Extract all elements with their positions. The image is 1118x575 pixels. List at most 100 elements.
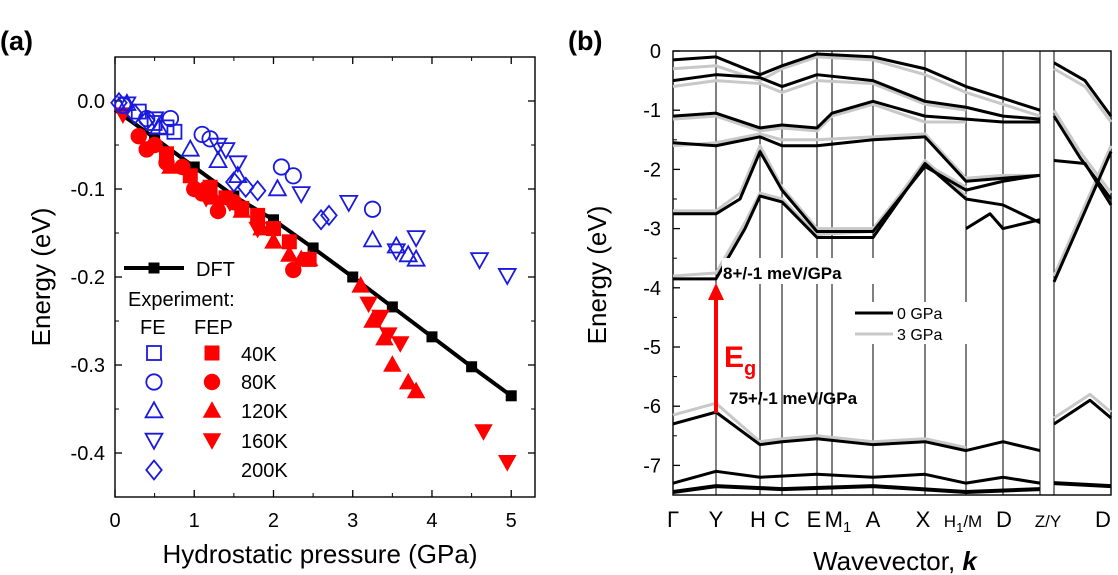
panel-a: 0 1 2 3 4 5 0.0 -0.1 -0.2 -0.3 -0.4 DFT Experiment… bbox=[26, 56, 536, 569]
fe-point-80K bbox=[363, 200, 382, 218]
fe-point-120K bbox=[208, 150, 228, 169]
dft-point bbox=[426, 331, 438, 343]
fep-point-160K bbox=[248, 221, 267, 239]
x-tick-label: 3 bbox=[347, 510, 358, 532]
kpath-label: D bbox=[1095, 507, 1111, 532]
fe-point-120K bbox=[180, 138, 201, 157]
x-tick-label: 2 bbox=[268, 510, 279, 532]
y-tick-label: -1 bbox=[643, 100, 661, 122]
x-tick-label: 1 bbox=[189, 510, 200, 532]
fe-point-160K bbox=[116, 96, 137, 115]
fe-point-80K bbox=[284, 167, 302, 185]
band-gap-symbol: E bbox=[724, 341, 744, 374]
band-0gpa bbox=[673, 161, 1041, 281]
legend-experiment-label: Experiment: bbox=[128, 289, 235, 311]
fep-point-120K bbox=[351, 276, 370, 293]
panel-b-label: (b) bbox=[568, 26, 602, 56]
fe-point-200K bbox=[320, 204, 338, 227]
band-3gpa bbox=[672, 401, 967, 450]
band-3gpa bbox=[672, 102, 966, 133]
band-0gpa bbox=[672, 484, 1041, 495]
fep-point-160K bbox=[196, 191, 216, 208]
annotation-background bbox=[722, 258, 892, 284]
fe-point-200K bbox=[312, 208, 330, 231]
kpath-label: C bbox=[774, 507, 790, 532]
fe-point-200K bbox=[125, 103, 144, 126]
fep-point-80K bbox=[209, 202, 227, 220]
fe-point-200K bbox=[225, 171, 243, 193]
legend-fep-marker bbox=[202, 401, 222, 418]
fe-point-160K bbox=[386, 243, 407, 262]
band-0gpa bbox=[1053, 159, 1113, 206]
legend-fe-marker bbox=[145, 373, 163, 391]
x-tick-label: 4 bbox=[426, 510, 437, 532]
legend-label-3gpa: 3 GPa bbox=[897, 327, 942, 344]
fep-point-120K bbox=[363, 311, 382, 328]
fe-point-120K bbox=[398, 244, 419, 263]
kpath-label: Y bbox=[709, 507, 724, 532]
fep-point-160K bbox=[359, 296, 378, 314]
x-tick-label: 0 bbox=[109, 510, 120, 532]
band-gap-arrow-head bbox=[708, 283, 724, 300]
legend-fep-label: FEP bbox=[194, 317, 233, 339]
band-0gpa bbox=[672, 410, 1041, 453]
y-tick-label: -3 bbox=[643, 219, 661, 241]
band-3gpa bbox=[672, 132, 1040, 180]
kpath-label: E bbox=[807, 507, 822, 532]
kpath-label: H bbox=[750, 507, 766, 532]
fe-point-120K bbox=[406, 248, 427, 267]
y-tick-label: -0.3 bbox=[71, 355, 105, 377]
fep-point-120K bbox=[383, 355, 402, 372]
fe-point-80K bbox=[161, 110, 180, 128]
dft-point bbox=[505, 390, 517, 402]
fep-point-120K bbox=[280, 245, 299, 262]
band-0gpa bbox=[1053, 61, 1113, 118]
legend-fe-marker bbox=[144, 400, 164, 419]
kpath-label-subscript: 1 bbox=[956, 520, 963, 535]
panel-a-ylabel: Energy (eV) bbox=[26, 208, 56, 347]
band-3gpa bbox=[1052, 109, 1113, 194]
fep-point-120K bbox=[299, 249, 319, 267]
band-0gpa bbox=[672, 99, 1040, 130]
legend-temp-40k: 40K bbox=[241, 344, 277, 366]
legend-dft-label: DFT bbox=[196, 259, 235, 281]
legend-fep-marker bbox=[204, 345, 220, 361]
fep-point-120K bbox=[398, 372, 418, 390]
legend-fe-marker bbox=[144, 432, 164, 451]
band-gap-label: Eg bbox=[724, 341, 756, 380]
vb-rate-annotation: 75+/-1 meV/GPa bbox=[729, 389, 858, 408]
kpath-label: X bbox=[916, 507, 931, 532]
kpath-label: A bbox=[866, 507, 881, 532]
panel-b-xlabel-text: Wavevector, bbox=[813, 546, 962, 575]
fep-point-160K bbox=[391, 336, 410, 353]
legend-dft-marker bbox=[148, 262, 160, 274]
dft-point bbox=[386, 301, 398, 313]
fe-point-160K bbox=[406, 230, 427, 248]
fe-point-200K bbox=[137, 109, 156, 132]
x-tick-label: 5 bbox=[506, 510, 517, 532]
fe-point-120K bbox=[267, 178, 288, 197]
y-tick-label: -0.2 bbox=[71, 267, 105, 289]
fep-point-160K bbox=[498, 455, 517, 472]
band-3gpa bbox=[1052, 145, 1113, 277]
band-0gpa bbox=[672, 469, 1041, 485]
kpath-label: Γ bbox=[667, 507, 679, 532]
y-tick-label: -6 bbox=[643, 396, 661, 418]
band-0gpa bbox=[965, 212, 1041, 231]
fep-point-120K bbox=[161, 157, 180, 174]
band-0gpa bbox=[672, 52, 1041, 112]
band-0gpa bbox=[1053, 398, 1112, 426]
cb-rate-annotation: 8+/-1 meV/GPa bbox=[723, 264, 842, 283]
fe-point-160K bbox=[208, 137, 228, 156]
fep-point-160K bbox=[220, 195, 240, 212]
y-tick-label: 0.0 bbox=[77, 91, 105, 113]
fe-point-200K bbox=[248, 179, 267, 202]
fep-point-120K bbox=[406, 381, 426, 399]
panel-b: 0-1-2-3-4-5-6-7 Γ Y H C E M1 A X H1/M D Z/Y D 0 GPa… bbox=[582, 41, 1113, 575]
fep-point-160K bbox=[379, 327, 398, 344]
fep-point-120K bbox=[264, 232, 283, 249]
panel-b-xlabel: Wavevector, k bbox=[813, 546, 978, 575]
panel-a-xlabel: Hydrostatic pressure (GPa) bbox=[163, 539, 478, 569]
y-tick-label: -5 bbox=[643, 337, 661, 359]
